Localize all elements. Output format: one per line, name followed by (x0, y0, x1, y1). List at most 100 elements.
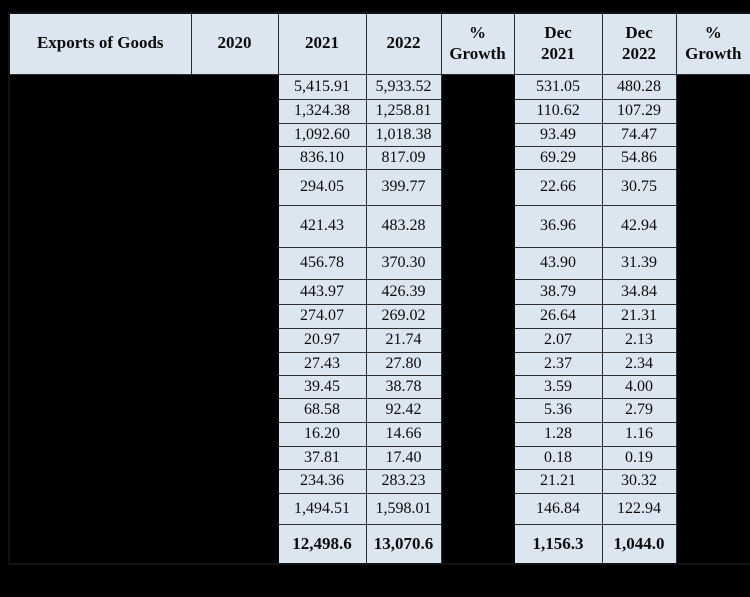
cell-dec-growth-redacted (675, 397, 750, 423)
cell-2020-redacted (190, 122, 279, 147)
cell-growth-redacted (440, 303, 515, 329)
cell-label-redacted (8, 468, 192, 494)
cell-label-redacted (8, 278, 192, 305)
cell-growth-redacted (440, 204, 515, 248)
cell-dec-2022-value: 4.00 (601, 374, 677, 399)
cell-2022-value: 1,598.01 (365, 492, 442, 525)
cell-2022-value: 92.42 (365, 397, 442, 423)
cell-dec-growth-redacted (675, 145, 750, 170)
cell-growth-redacted (440, 122, 515, 147)
cell-2021-value: 294.05 (277, 168, 367, 206)
cell-dec-growth-redacted (675, 204, 750, 248)
cell-2021-value: 20.97 (277, 327, 367, 353)
cell-dec-2021-value: 146.84 (513, 492, 603, 525)
cell-dec-2021-value: 110.62 (513, 98, 603, 124)
cell-dec-growth-redacted (675, 303, 750, 329)
cell-label-redacted (8, 246, 192, 280)
cell-label-redacted (8, 145, 192, 170)
cell-2020-redacted (190, 351, 279, 376)
cell-2022-value: 1,258.81 (365, 98, 442, 124)
cell-label-redacted (8, 168, 192, 206)
cell-2021-value: 37.81 (277, 445, 367, 470)
cell-growth-redacted (440, 246, 515, 280)
cell-growth-redacted (440, 98, 515, 124)
cell-growth-redacted (440, 445, 515, 470)
cell-growth-redacted (440, 421, 515, 447)
header-dec-2022: Dec 2022 (601, 12, 677, 75)
cell-label-redacted (8, 351, 192, 376)
cell-2020-redacted (190, 421, 279, 447)
cell-dec-2021-value: 2.07 (513, 327, 603, 353)
cell-2020-redacted (190, 327, 279, 353)
table-row: 836.10 817.09 69.29 54.86 (8, 145, 750, 170)
cell-dec-2022-value: 2.34 (601, 351, 677, 376)
cell-growth-redacted (440, 492, 515, 525)
cell-label-redacted (8, 122, 192, 147)
cell-label-redacted (8, 303, 192, 329)
cell-2022-value: 21.74 (365, 327, 442, 353)
cell-label-redacted (8, 327, 192, 353)
cell-dec-2022-value: 21.31 (601, 303, 677, 329)
cell-2021-value: 5,415.91 (277, 73, 367, 100)
header-pct-growth: % Growth (440, 12, 515, 75)
header-dec-2021: Dec 2021 (513, 12, 603, 75)
cell-2021-value: 39.45 (277, 374, 367, 399)
cell-dec-2022-value: 480.28 (601, 73, 677, 100)
cell-dec-growth-redacted (675, 468, 750, 494)
cell-growth-redacted (440, 523, 515, 565)
cell-2021-value: 1,494.51 (277, 492, 367, 525)
table-row: 16.20 14.66 1.28 1.16 (8, 421, 750, 447)
header-exports-of-goods: Exports of Goods (8, 12, 192, 75)
cell-2022-value: 399.77 (365, 168, 442, 206)
cell-growth-redacted (440, 468, 515, 494)
table-row: 27.43 27.80 2.37 2.34 (8, 351, 750, 376)
cell-2021-value: 16.20 (277, 421, 367, 447)
cell-2021-value: 234.36 (277, 468, 367, 494)
cell-2020-redacted (190, 145, 279, 170)
cell-label-redacted (8, 204, 192, 248)
cell-2021-value: 836.10 (277, 145, 367, 170)
cell-dec-growth-redacted (675, 421, 750, 447)
header-row: Exports of Goods 2020 2021 2022 % Growth… (8, 12, 750, 75)
cell-2020-redacted (190, 445, 279, 470)
cell-2021-value: 456.78 (277, 246, 367, 280)
cell-2022-value: 14.66 (365, 421, 442, 447)
cell-dec-growth-redacted (675, 168, 750, 206)
cell-dec-2022-value: 122.94 (601, 492, 677, 525)
cell-dec-2021-value: 69.29 (513, 145, 603, 170)
cell-growth-redacted (440, 374, 515, 399)
cell-label-redacted (8, 98, 192, 124)
cell-growth-redacted (440, 327, 515, 353)
cell-label-redacted (8, 492, 192, 525)
cell-dec-2022-value: 74.47 (601, 122, 677, 147)
table-row: 421.43 483.28 36.96 42.94 (8, 204, 750, 248)
cell-dec-growth-redacted (675, 122, 750, 147)
cell-total-2022: 13,070.6 (365, 523, 442, 565)
cell-2020-redacted (190, 278, 279, 305)
cell-growth-redacted (440, 168, 515, 206)
cell-dec-2022-value: 30.32 (601, 468, 677, 494)
cell-dec-2021-value: 22.66 (513, 168, 603, 206)
cell-dec-2021-value: 531.05 (513, 73, 603, 100)
cell-growth-redacted (440, 397, 515, 423)
cell-growth-redacted (440, 145, 515, 170)
cell-dec-growth-redacted (675, 445, 750, 470)
cell-2022-value: 483.28 (365, 204, 442, 248)
cell-dec-2022-value: 107.29 (601, 98, 677, 124)
cell-2021-value: 27.43 (277, 351, 367, 376)
cell-2020-redacted (190, 303, 279, 329)
cell-growth-redacted (440, 73, 515, 100)
cell-2022-value: 1,018.38 (365, 122, 442, 147)
cell-dec-growth-redacted (675, 73, 750, 100)
cell-2022-value: 817.09 (365, 145, 442, 170)
cell-2022-value: 38.78 (365, 374, 442, 399)
cell-2021-value: 421.43 (277, 204, 367, 248)
cell-total-dec-2021: 1,156.3 (513, 523, 603, 565)
cell-dec-growth-redacted (675, 523, 750, 565)
cell-dec-growth-redacted (675, 246, 750, 280)
cell-dec-2022-value: 1.16 (601, 421, 677, 447)
table-row: 37.81 17.40 0.18 0.19 (8, 445, 750, 470)
cell-label-redacted (8, 397, 192, 423)
cell-dec-2021-value: 0.18 (513, 445, 603, 470)
